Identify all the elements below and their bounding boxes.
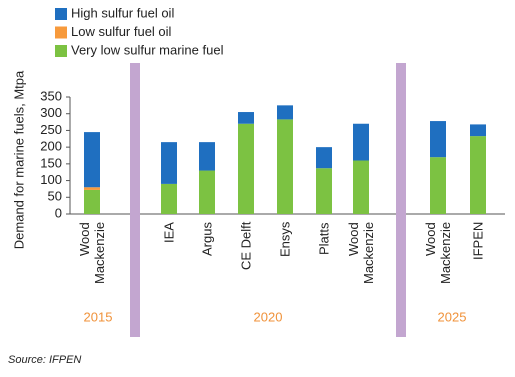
bar-segment: [199, 142, 215, 171]
bar-segment: [238, 123, 254, 214]
bar-segment: [470, 136, 486, 214]
bar-segment: [84, 187, 100, 190]
x-tick-label: Argus: [199, 222, 215, 256]
group-label: 2025: [438, 309, 467, 324]
x-tick-label: IFPEN: [470, 222, 486, 261]
x-tick-label: Wood Mackenzie: [423, 222, 453, 285]
y-axis-title: Demand for marine fuels, Mtpa: [11, 70, 26, 249]
bar-segment: [353, 123, 369, 161]
y-tick-label: 50: [48, 189, 62, 204]
y-tick-label: 100: [40, 172, 62, 187]
legend-swatch: [55, 8, 67, 20]
y-tick-label: 300: [40, 105, 62, 120]
x-tick-label: Wood Mackenzie: [77, 222, 107, 285]
group-label: 2020: [254, 309, 283, 324]
bar-segment: [161, 183, 177, 214]
group-separator: [396, 63, 406, 337]
bar-segment: [316, 168, 332, 214]
bar-segment: [238, 112, 254, 124]
bar-segment: [277, 105, 293, 120]
group-separator: [130, 63, 140, 337]
legend-swatch: [55, 45, 67, 57]
x-tick-label: Wood Mackenzie: [346, 222, 376, 285]
bar-segment: [199, 170, 215, 214]
bar-segment: [277, 119, 293, 214]
legend-label: Very low sulfur marine fuel: [71, 42, 224, 57]
y-tick-label: 250: [40, 122, 62, 137]
bar-segment: [430, 157, 446, 214]
legend-swatch: [55, 26, 67, 39]
x-tick-label: Ensys: [277, 222, 293, 258]
x-tick-label: IEA: [161, 222, 177, 243]
bar-segment: [84, 132, 100, 188]
legend-label: Low sulfur fuel oil: [71, 24, 172, 39]
bar-segment: [84, 189, 100, 214]
y-tick-label: 200: [40, 139, 62, 154]
bar-segment: [353, 160, 369, 214]
y-tick-label: 150: [40, 155, 62, 170]
y-tick-label: 0: [55, 205, 62, 220]
x-tick-label: CE Delft: [238, 222, 254, 271]
bar-segment: [430, 121, 446, 158]
bar-segment: [161, 142, 177, 184]
source: Source: IFPEN: [8, 354, 81, 366]
bar-segment: [470, 124, 486, 137]
group-label: 2015: [84, 309, 113, 324]
bar-segment: [316, 147, 332, 169]
y-tick-label: 350: [40, 88, 62, 103]
legend-label: High sulfur fuel oil: [71, 5, 174, 20]
x-tick-label: Platts: [316, 222, 332, 255]
